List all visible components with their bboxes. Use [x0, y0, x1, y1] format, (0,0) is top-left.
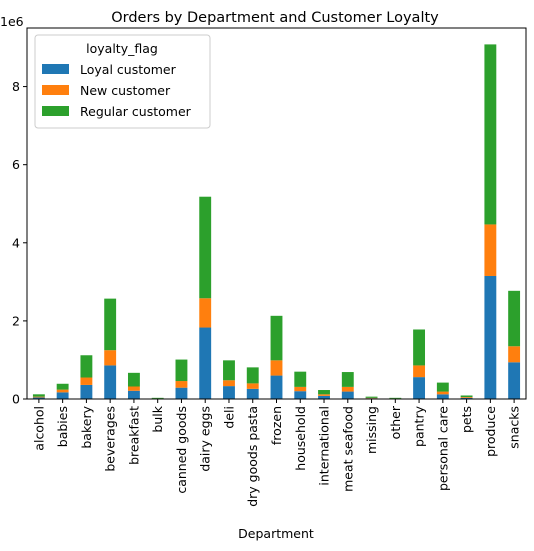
- bar-segment: [389, 397, 402, 399]
- bar-segment: [413, 329, 426, 366]
- legend-label: Regular customer: [80, 104, 192, 119]
- x-tick-label: pets: [459, 406, 474, 433]
- y-tick-label: 0: [12, 392, 20, 407]
- y-tick-label: 2: [12, 313, 20, 328]
- x-axis: alcohol babies bakery beverages breakfast bul…: [31, 399, 522, 507]
- x-tick-label: meat seafood: [340, 406, 355, 492]
- x-tick-label: household: [293, 406, 308, 471]
- x-tick-label: snacks: [507, 406, 522, 449]
- bar-segment: [80, 377, 93, 385]
- bar-segment: [460, 395, 473, 398]
- bar-segment: [32, 394, 45, 397]
- x-tick-label: dairy eggs: [198, 406, 213, 472]
- bar-segment: [32, 397, 45, 399]
- x-tick-label: canned goods: [174, 406, 189, 494]
- bar-segment: [413, 365, 426, 378]
- bar-segment: [223, 380, 235, 387]
- bar-segment: [127, 386, 140, 391]
- x-tick-label: frozen: [269, 406, 284, 445]
- bar-segment: [56, 383, 69, 390]
- x-tick-label: international: [317, 406, 332, 486]
- bar-segment: [175, 359, 188, 382]
- bar-segment: [413, 377, 426, 399]
- bar-segment: [104, 298, 117, 351]
- bar-segment: [270, 315, 283, 361]
- bar-segment: [341, 386, 354, 392]
- y-axis-multiplier: 1e6: [0, 14, 24, 29]
- bars-layer: [32, 44, 521, 399]
- y-tick-label: 6: [12, 157, 20, 172]
- bar-segment: [199, 298, 212, 328]
- legend-label: Loyal customer: [80, 62, 177, 77]
- bar-segment: [294, 386, 307, 392]
- bar-segment: [127, 390, 140, 399]
- x-tick-label: deli: [221, 406, 236, 429]
- bar-segment: [56, 392, 69, 399]
- bar-segment: [318, 390, 330, 395]
- bar-segment: [246, 367, 259, 384]
- bar-segment: [80, 355, 93, 378]
- bar-segment: [175, 381, 188, 388]
- bar-segment: [223, 386, 235, 399]
- bar-segment: [246, 388, 259, 399]
- bar-segment: [318, 394, 330, 396]
- bar-segment: [294, 371, 307, 387]
- bar-segment: [365, 396, 378, 398]
- bar-segment: [484, 224, 497, 276]
- x-tick-label: bulk: [150, 405, 165, 432]
- y-axis: 0 2 4 6 8: [12, 79, 27, 407]
- chart-title: Orders by Department and Customer Loyalt…: [111, 10, 439, 26]
- y-tick-label: 8: [12, 79, 20, 94]
- legend-swatch: [42, 106, 69, 116]
- bar-segment: [270, 375, 283, 399]
- bar-segment: [436, 391, 449, 395]
- x-axis-label: Department: [238, 526, 314, 541]
- legend: loyalty_flag Loyal customer New customer R…: [34, 34, 211, 129]
- bar-segment: [341, 391, 354, 399]
- x-tick-label: personal care: [435, 406, 450, 491]
- bar-segment: [460, 397, 473, 398]
- bar-segment: [508, 290, 521, 347]
- bar-segment: [294, 391, 307, 399]
- bar-segment: [246, 383, 259, 389]
- legend-title: loyalty_flag: [86, 41, 158, 56]
- bar-segment: [223, 360, 235, 381]
- bar-segment: [80, 384, 93, 399]
- bar-segment: [436, 394, 449, 399]
- x-tick-label: dry goods pasta: [245, 406, 260, 507]
- bar-segment: [56, 389, 69, 393]
- bar-segment: [32, 396, 45, 398]
- x-tick-label: produce: [483, 406, 498, 457]
- bar-segment: [199, 196, 212, 299]
- bar-segment: [508, 362, 521, 399]
- x-tick-label: alcohol: [31, 406, 46, 451]
- bar-segment: [460, 397, 473, 399]
- y-tick-label: 4: [12, 235, 20, 250]
- bar-segment: [436, 382, 449, 392]
- bar-segment: [199, 327, 212, 399]
- x-tick-label: beverages: [103, 406, 118, 472]
- x-tick-label: bakery: [79, 405, 94, 448]
- bar-segment: [151, 397, 164, 399]
- bar-segment: [104, 365, 117, 399]
- bar-segment: [508, 346, 521, 363]
- bar-segment: [104, 350, 117, 366]
- x-tick-label: pantry: [412, 405, 427, 447]
- bar-segment: [127, 372, 140, 387]
- bar-segment: [318, 395, 330, 399]
- bar-segment: [175, 387, 188, 399]
- x-tick-label: missing: [364, 406, 379, 454]
- x-tick-label: babies: [55, 406, 70, 447]
- x-tick-label: breakfast: [126, 406, 141, 465]
- bar-segment: [341, 372, 354, 387]
- bar-segment: [270, 360, 283, 376]
- legend-swatch: [42, 85, 69, 95]
- legend-label: New customer: [80, 83, 171, 98]
- bar-segment: [484, 44, 497, 225]
- bar-segment: [484, 275, 497, 399]
- x-tick-label: other: [388, 405, 403, 439]
- legend-swatch: [42, 64, 69, 74]
- legend-box: [34, 34, 211, 129]
